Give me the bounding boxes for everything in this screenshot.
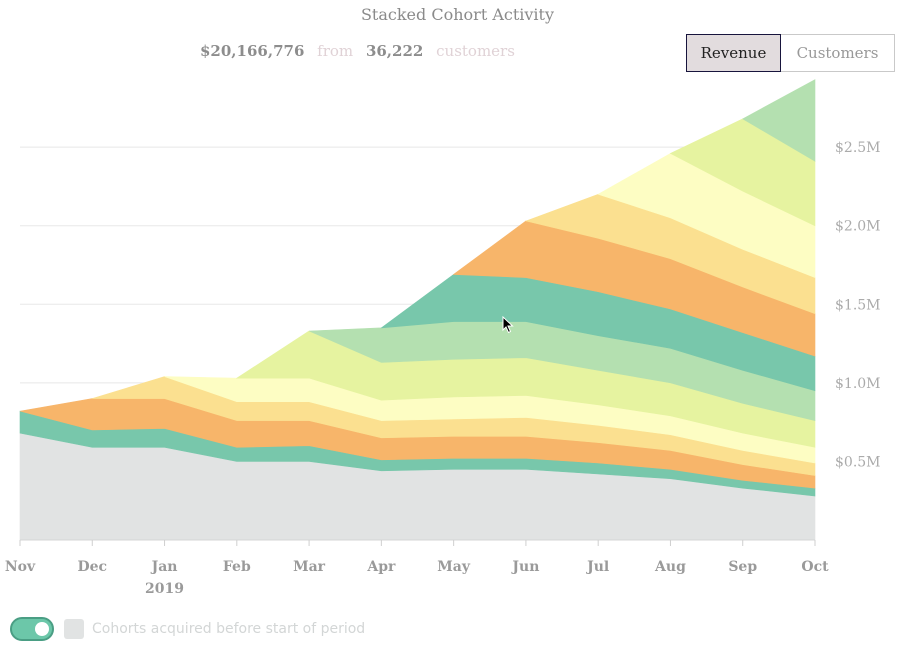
x-tick-label-11: Oct <box>801 559 829 575</box>
x-tick-label-3: Feb <box>223 559 251 575</box>
cohort-toggle-switch[interactable] <box>10 617 54 641</box>
mouse-cursor-icon <box>502 315 514 338</box>
switch-knob <box>35 622 49 636</box>
summary-line: $20,166,776 from 36,222 customers <box>200 42 523 60</box>
x-tick-label-9: Aug <box>654 559 686 575</box>
summary-count: 36,222 <box>365 42 424 60</box>
x-tick-label-8: Jul <box>585 559 609 575</box>
area-series-12 <box>742 79 816 162</box>
x-tick-label-6: May <box>437 559 471 575</box>
customers-toggle-button[interactable]: Customers <box>781 34 895 72</box>
x-tick-label-7: Jun <box>510 559 539 575</box>
stacked-area-chart: Nov Dec Jan 2019 Feb Mar Apr May Jun Jul Aug Sep Oct… <box>5 79 881 597</box>
y-tick-label-0: $0.5M <box>835 454 881 470</box>
summary-total: $20,166,776 <box>200 42 305 60</box>
x-tick-label-10: Sep <box>728 559 757 575</box>
area-series-11 <box>669 118 816 227</box>
x-tick-label-0: Nov <box>5 559 36 575</box>
y-tick-label-3: $2.0M <box>835 219 881 235</box>
x-sublabel-2: 2019 <box>145 581 184 597</box>
x-tick-label-1: Dec <box>77 559 107 575</box>
chart-footer: Cohorts acquired before start of period <box>10 617 365 641</box>
summary-from: from <box>317 42 354 60</box>
metric-toggle-group: Revenue Customers <box>686 34 895 72</box>
y-tick-label-1: $1.0M <box>835 376 881 392</box>
y-tick-label-2: $1.5M <box>835 297 881 313</box>
summary-unit: customers <box>436 42 515 60</box>
y-tick-label-4: $2.5M <box>835 140 881 156</box>
chart-title: Stacked Cohort Activity <box>360 5 555 24</box>
legend-swatch-prior-cohorts[interactable] <box>64 619 84 639</box>
x-tick-label-5: Apr <box>366 559 396 575</box>
x-tick-label-4: Mar <box>293 559 326 575</box>
x-tick-label-2: Jan <box>150 559 178 575</box>
legend-label-prior-cohorts: Cohorts acquired before start of period <box>92 621 366 637</box>
revenue-toggle-button[interactable]: Revenue <box>686 34 781 72</box>
